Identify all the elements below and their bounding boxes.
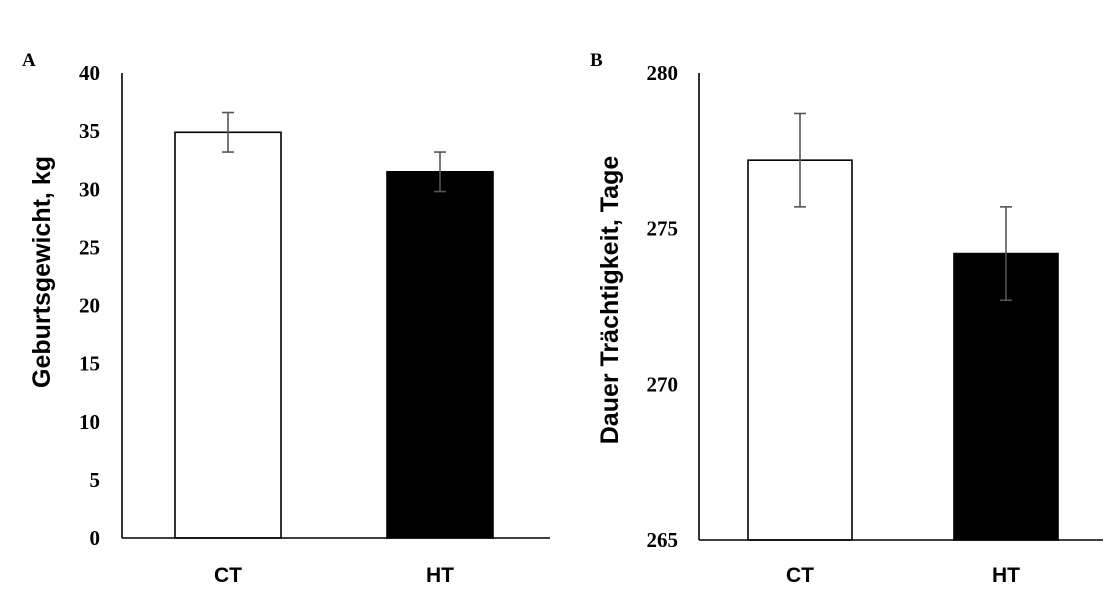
y-tick-label: 25 bbox=[79, 235, 100, 259]
y-tick-label: 0 bbox=[90, 526, 101, 550]
y-tick-label: 270 bbox=[647, 372, 679, 396]
y-tick-label: 40 bbox=[79, 61, 100, 85]
bar-ht bbox=[953, 252, 1059, 541]
y-axis-label: Dauer Trächtigkeit, Tage bbox=[596, 156, 624, 445]
panel-letter: B bbox=[590, 50, 603, 71]
y-axis-label: Geburtsgewicht, kg bbox=[28, 156, 56, 388]
panel-b-chart: B 265 270 275 280 Dauer Trächtigkeit, Tage CT H… bbox=[590, 50, 1103, 587]
y-tick-label: 20 bbox=[79, 294, 100, 318]
y-tick-label: 30 bbox=[79, 177, 100, 201]
y-tick-label: 280 bbox=[647, 61, 679, 85]
y-tick-label: 275 bbox=[647, 217, 679, 241]
y-tick-label: 5 bbox=[90, 468, 101, 492]
x-tick-label: CT bbox=[786, 564, 814, 587]
panel-letter: A bbox=[22, 50, 36, 71]
x-tick-label: CT bbox=[214, 564, 242, 587]
x-tick-label: HT bbox=[426, 564, 454, 587]
panel-a-chart: A 0 5 10 15 20 25 30 35 40 Geburtsgewicht, kg CT HT bbox=[22, 50, 550, 587]
y-tick-label: 265 bbox=[647, 528, 679, 552]
bar-ht bbox=[386, 171, 494, 539]
y-tick-label: 35 bbox=[79, 119, 100, 143]
y-tick-label: 10 bbox=[79, 410, 100, 434]
bar-ct bbox=[174, 131, 282, 539]
x-tick-label: HT bbox=[992, 564, 1020, 587]
y-tick-label: 15 bbox=[79, 352, 100, 376]
bar-ct bbox=[747, 159, 853, 541]
